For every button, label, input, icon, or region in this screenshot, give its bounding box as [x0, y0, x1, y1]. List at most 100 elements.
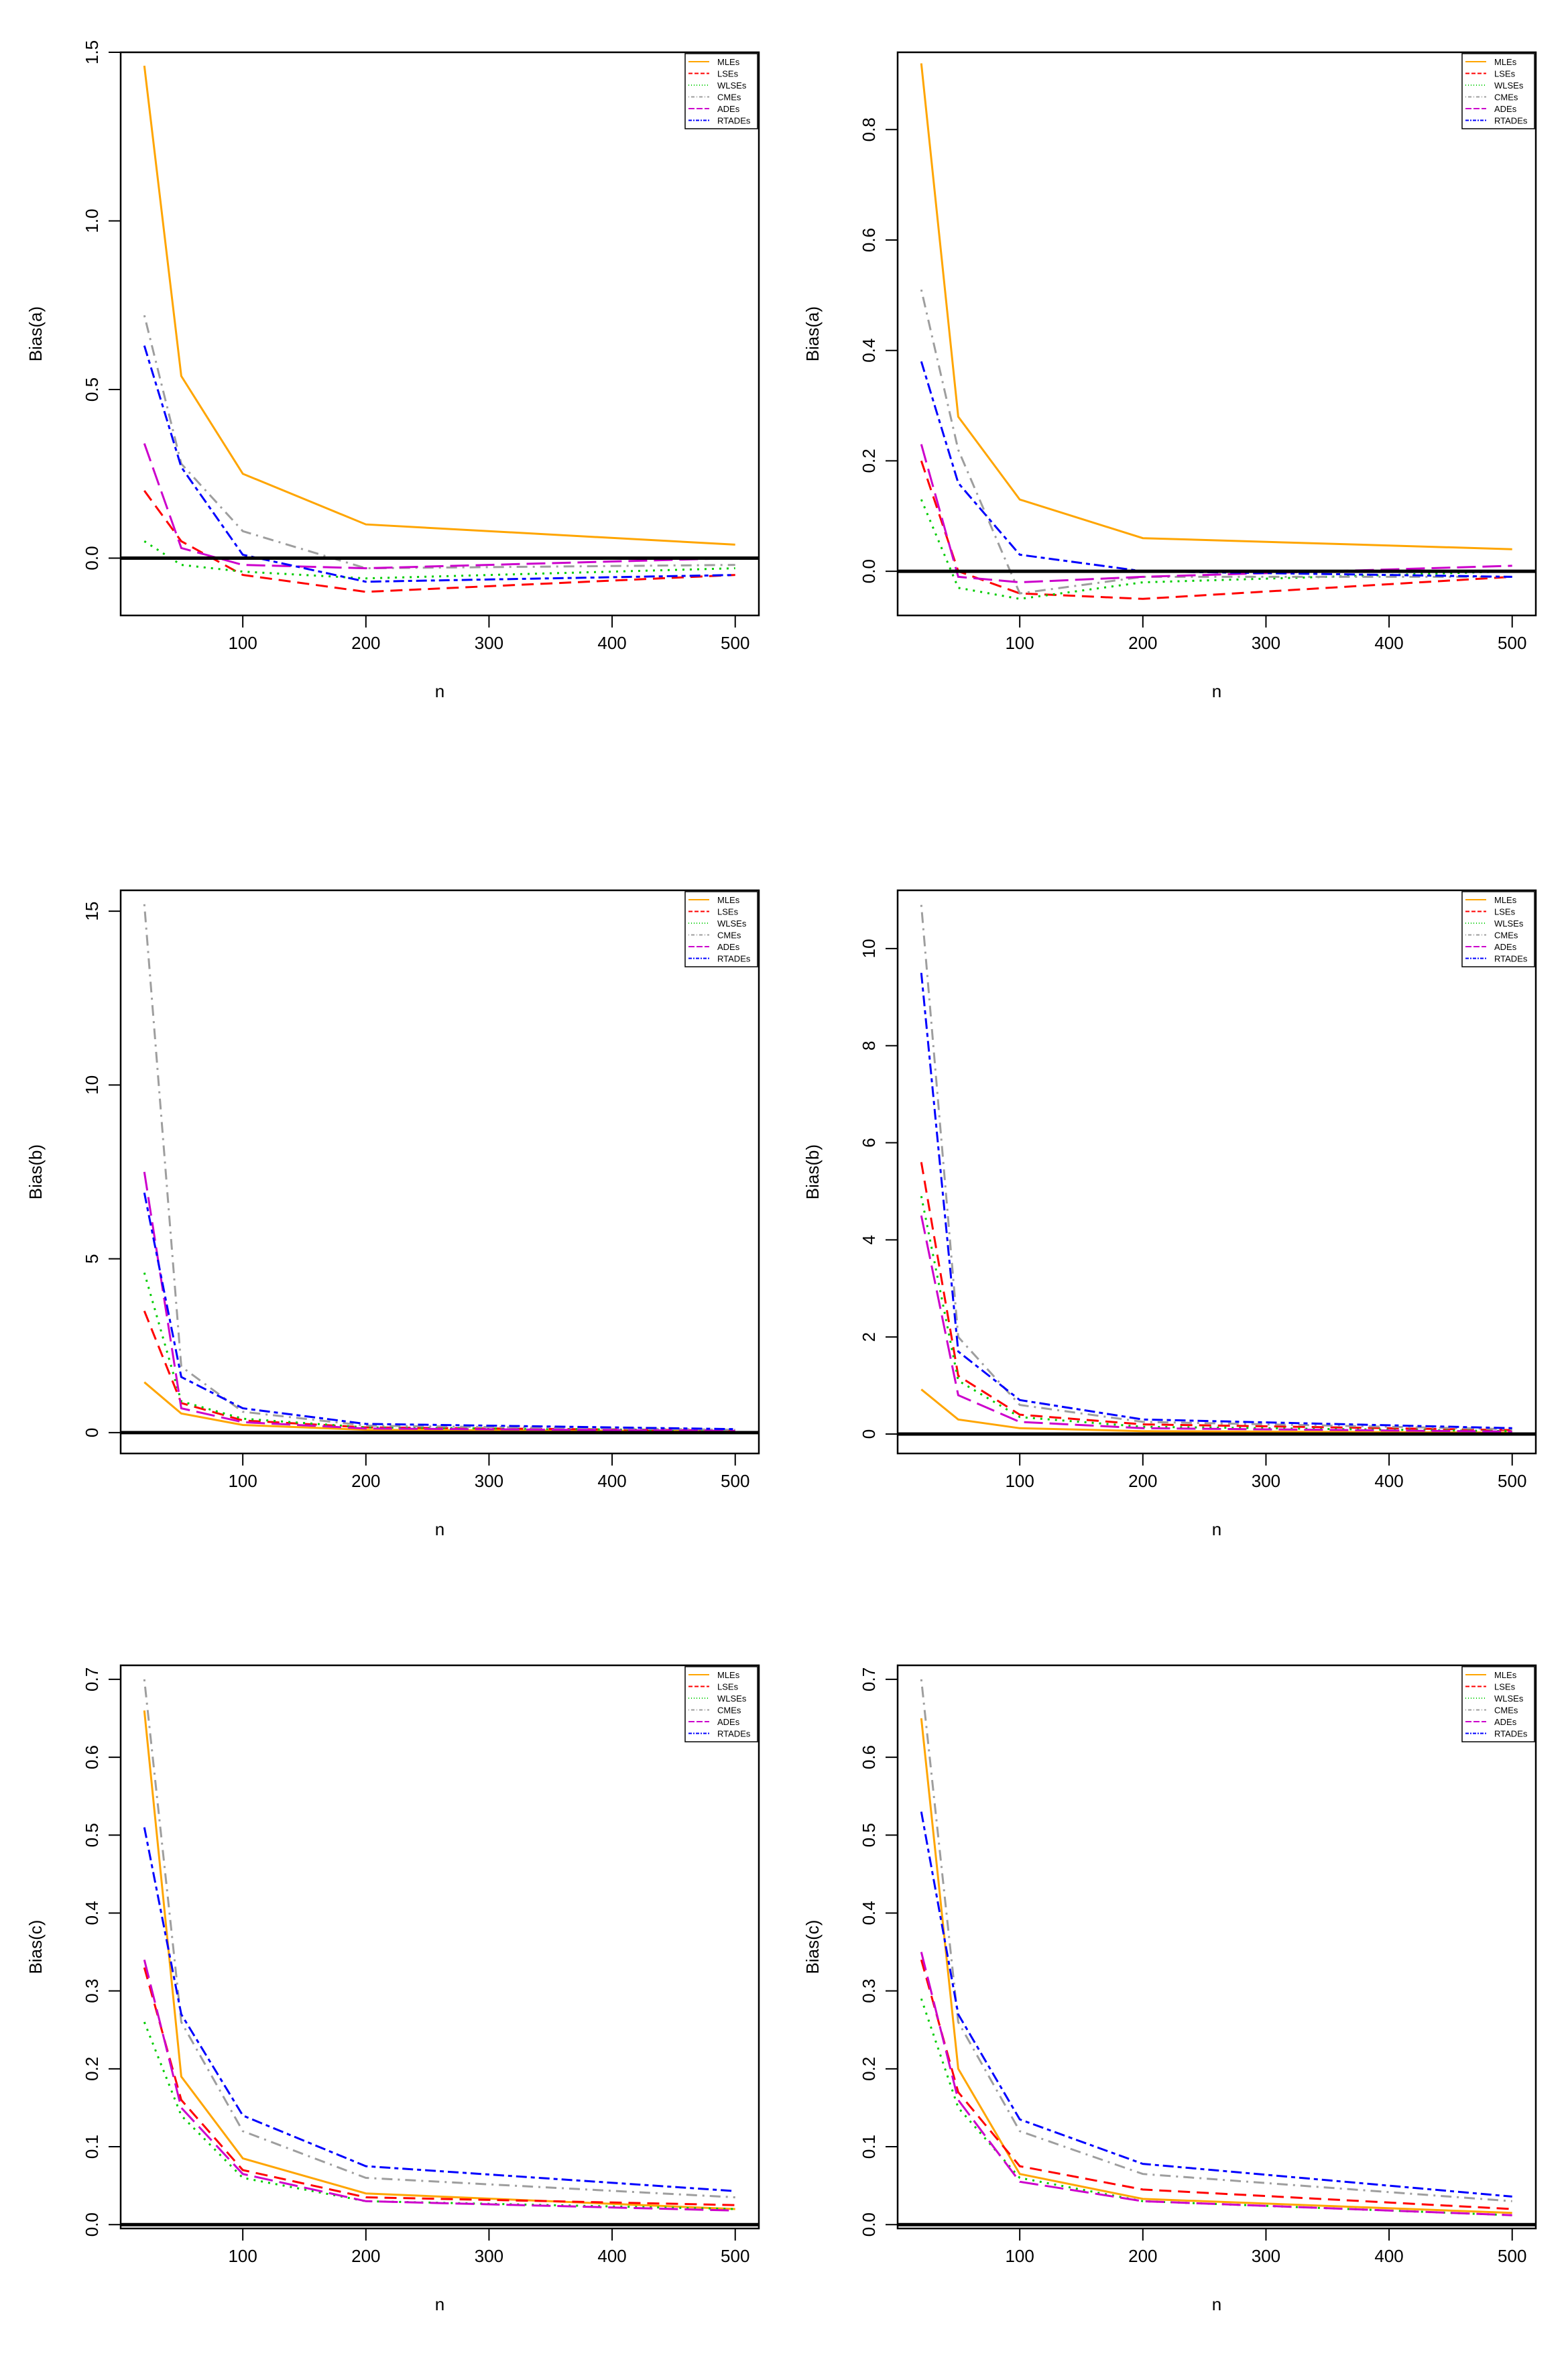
x-axis-label: n: [1212, 1519, 1221, 1539]
series-line-wlses: [920, 1195, 1512, 1433]
x-tick-label: 200: [1128, 2246, 1157, 2266]
y-tick-label: 0.4: [859, 339, 879, 363]
plot-frame: [119, 889, 760, 1455]
series-line-cmes: [143, 904, 735, 1431]
y-tick-label: 1.5: [82, 40, 102, 64]
x-axis-label: n: [1212, 681, 1221, 701]
legend-label: CMEs: [1494, 93, 1518, 103]
legend-box: [684, 891, 758, 967]
y-tick-label: 6: [859, 1138, 879, 1147]
y-tick-label: 0.0: [82, 546, 102, 570]
y-tick-label: 1.0: [82, 209, 102, 233]
x-axis-label: n: [435, 2294, 444, 2314]
plot-frame: [896, 51, 1537, 617]
y-tick-label: 0.0: [82, 2212, 102, 2237]
series-line-mles: [143, 1381, 735, 1433]
y-tick-label: 10: [82, 1075, 102, 1095]
legend-label: MLEs: [717, 57, 740, 67]
x-tick-label: 100: [228, 2246, 257, 2266]
series-line-rtades: [143, 1827, 735, 2192]
y-tick-label: 2: [859, 1332, 879, 1342]
y-tick-label: 0.1: [82, 2135, 102, 2159]
y-tick-label: 0.7: [82, 1667, 102, 1691]
series-line-cmes: [920, 1679, 1512, 2202]
y-axis-label: Bias(b): [802, 1144, 823, 1199]
legend-label: ADEs: [1494, 104, 1517, 114]
panel-middle-right: 100 200 300 400 500 0 2 4 6 8 10 n Bias(b) MLEs LSEsWL…: [802, 889, 1537, 1539]
legend-label: ADEs: [717, 104, 740, 114]
plot-frame: [119, 51, 760, 617]
series-line-wlses: [920, 1998, 1512, 2216]
series-line-cmes: [920, 289, 1512, 595]
series-line-mles: [143, 65, 735, 546]
y-tick-label: 0.0: [859, 559, 879, 583]
x-tick-label: 300: [475, 2246, 503, 2266]
series-line-ades: [920, 1215, 1512, 1433]
x-tick-label: 300: [1252, 2246, 1280, 2266]
y-axis-label: Bias(c): [25, 1920, 46, 1974]
series-line-lses: [143, 490, 735, 593]
legend-label: WLSEs: [717, 80, 747, 91]
x-tick-label: 500: [721, 2246, 749, 2266]
legend-label: MLEs: [1494, 1670, 1517, 1680]
legend-label: RTADEs: [717, 1729, 751, 1739]
x-tick-label: 100: [1005, 2246, 1034, 2266]
series-line-mles: [920, 1718, 1512, 2214]
y-tick-label: 0.6: [82, 1745, 102, 1769]
y-tick-label: 0: [82, 1428, 102, 1437]
series-line-ades: [920, 444, 1512, 584]
series-line-mles: [920, 63, 1512, 550]
x-tick-label: 400: [1374, 633, 1403, 653]
x-axis-label: n: [435, 1519, 444, 1539]
y-axis-label: Bias(c): [802, 1920, 823, 1974]
legend-box: [1461, 1666, 1535, 1742]
panel-bottom-right: 100 200 300 400 500 0.0 0.1 0.2 0.3 0.4 0.5 0.6 0.7 n…: [802, 1664, 1537, 2314]
panel-top-left: 100 200 300 400 500 0.0 0.5 1.0 1.5 n Bias(a) MLEs L…: [25, 40, 760, 701]
y-tick-label: 0.2: [859, 449, 879, 473]
legend-label: LSEs: [1494, 69, 1516, 79]
legend-label: RTADEs: [717, 116, 751, 126]
y-tick-label: 0.6: [859, 228, 879, 252]
y-tick-label: 0.6: [859, 1745, 879, 1769]
series-line-wlses: [920, 499, 1512, 600]
series-line-lses: [143, 1310, 735, 1432]
y-tick-label: 0.1: [859, 2135, 879, 2159]
x-tick-label: 100: [1005, 1471, 1034, 1491]
series-line-mles: [143, 1710, 735, 2210]
plot-frame: [896, 889, 1537, 1455]
series-line-ades: [920, 1952, 1512, 2216]
series-line-lses: [920, 1162, 1512, 1431]
x-tick-label: 100: [228, 633, 257, 653]
series-line-wlses: [143, 2021, 735, 2210]
series-line-lses: [920, 460, 1512, 600]
x-tick-label: 400: [597, 633, 626, 653]
series-line-lses: [143, 1967, 735, 2206]
y-tick-label: 0.0: [859, 2212, 879, 2237]
legend-label: LSEs: [1494, 907, 1516, 917]
legend-label: CMEs: [717, 1706, 741, 1716]
legend-box: [684, 53, 758, 129]
plot-frame: [896, 1664, 1537, 2230]
x-tick-label: 300: [1252, 633, 1280, 653]
legend-label: WLSEs: [717, 1693, 747, 1704]
x-tick-label: 300: [475, 633, 503, 653]
panel-bottom-left: 100 200 300 400 500 0.0 0.1 0.2 0.3 0.4 0.5 0.6 0.7 n…: [25, 1664, 760, 2314]
y-axis-label: Bias(b): [25, 1144, 46, 1199]
legend-label: MLEs: [717, 1670, 740, 1680]
legend-label: CMEs: [1494, 931, 1518, 941]
x-tick-label: 300: [475, 1471, 503, 1491]
panel-middle-left: 100 200 300 400 500 0 5 10 15 n Bias(b) MLEs LSEsWLS…: [25, 889, 760, 1539]
legend-label: ADEs: [717, 942, 740, 952]
series-line-rtades: [920, 972, 1512, 1429]
legend-label: LSEs: [717, 907, 739, 917]
y-tick-label: 0.8: [859, 117, 879, 141]
panel-top-right: 100 200 300 400 500 0.0 0.2 0.4 0.6 0.8 n Bias(a) ML…: [802, 51, 1537, 701]
y-tick-label: 0.4: [859, 1901, 879, 1925]
y-tick-label: 0: [859, 1429, 879, 1439]
x-tick-label: 200: [1128, 633, 1157, 653]
